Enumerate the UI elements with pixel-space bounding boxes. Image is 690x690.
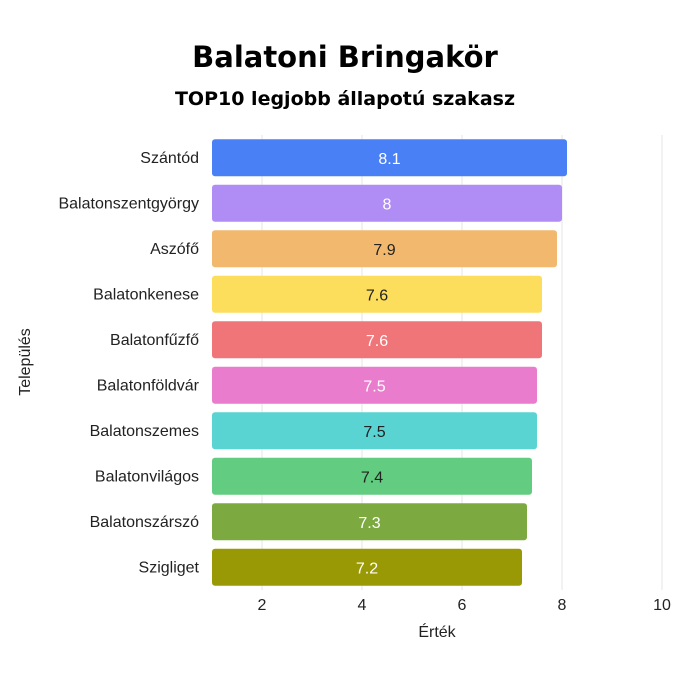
labels: 2 4 6 8 10 Szántód 8.1 Balatonszentgyörgy 8 Aszóf…: [58, 150, 671, 614]
data-label: 7.4: [361, 469, 383, 486]
data-label: 7.2: [356, 560, 378, 577]
category-label: Balatonföldvár: [97, 377, 200, 394]
category-label: Szigliget: [139, 559, 200, 576]
bar: [212, 321, 542, 359]
chart-title: Balatoni Bringakör: [192, 40, 498, 74]
category-label: Balatonszárszó: [90, 514, 199, 531]
y-axis-title: Település: [17, 328, 34, 396]
bar: [212, 184, 562, 222]
x-tick-label: 2: [258, 597, 267, 614]
x-tick-label: 10: [653, 597, 671, 614]
bar: [212, 366, 537, 404]
data-label: 7.3: [358, 515, 380, 532]
bar: [212, 139, 567, 177]
bar: [212, 275, 542, 313]
bar: [212, 548, 522, 586]
data-label: 7.5: [363, 378, 385, 395]
data-label: 8: [383, 196, 392, 213]
bars: [212, 139, 567, 586]
category-label: Balatonfűzfő: [110, 332, 199, 349]
category-label: Balatonszemes: [90, 423, 199, 440]
bar: [212, 412, 537, 450]
category-label: Balatonkenese: [93, 286, 199, 303]
category-label: Balatonszentgyörgy: [58, 195, 199, 212]
bar: [212, 503, 527, 541]
data-label: 7.6: [366, 333, 388, 350]
chart-subtitle: TOP10 legjobb állapotú szakasz: [174, 88, 516, 110]
x-tick-label: 8: [558, 597, 567, 614]
data-label: 8.1: [378, 151, 400, 168]
x-axis-title: Érték: [418, 622, 456, 641]
category-label: Aszófő: [150, 241, 199, 258]
x-tick-label: 6: [458, 597, 467, 614]
data-label: 7.9: [373, 242, 395, 259]
data-label: 7.5: [363, 424, 385, 441]
data-label: 7.6: [366, 287, 388, 304]
bar: [212, 457, 532, 495]
bar: [212, 230, 557, 268]
category-label: Szántód: [140, 150, 199, 167]
category-label: Balatonvilágos: [95, 468, 199, 485]
x-tick-label: 4: [358, 597, 367, 614]
